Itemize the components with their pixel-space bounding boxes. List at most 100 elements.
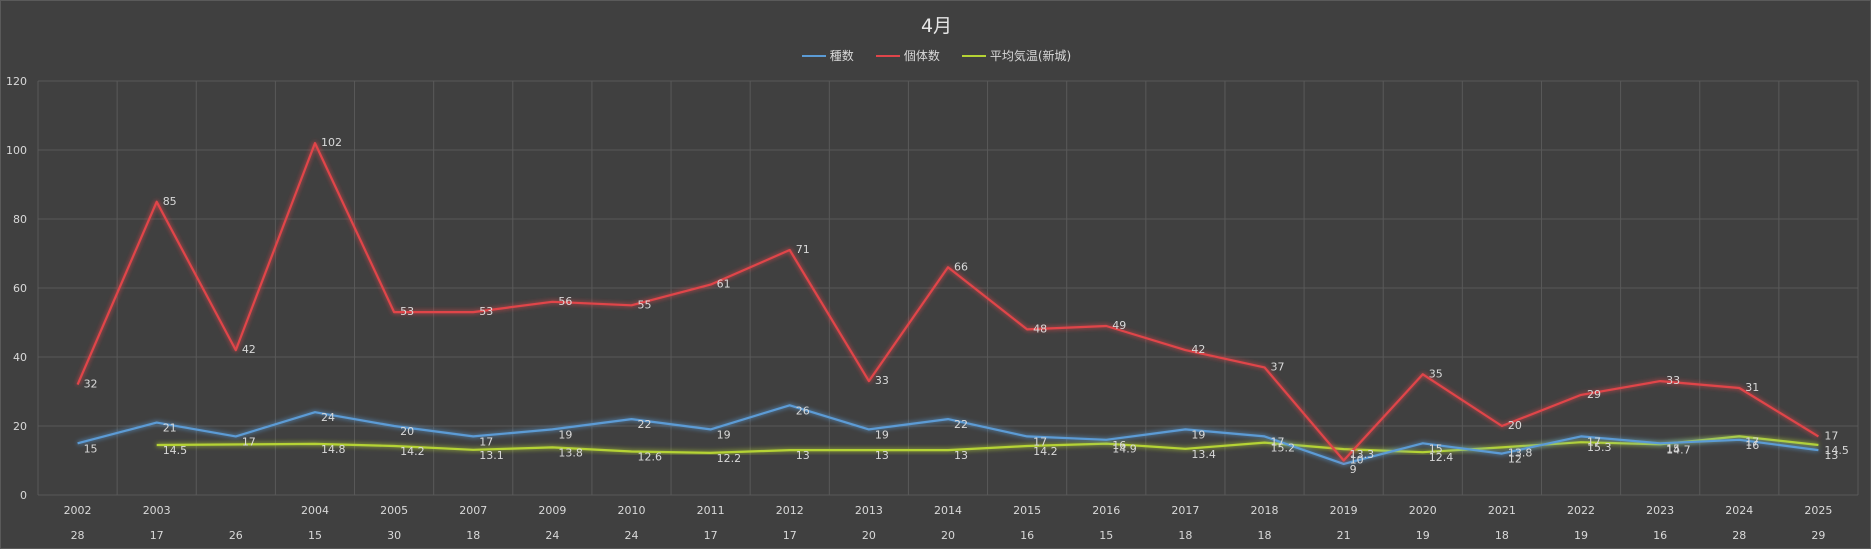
data-label: 17 — [1824, 429, 1838, 442]
x-secondary-label: 15 — [1099, 529, 1113, 542]
data-label: 20 — [1508, 419, 1522, 432]
data-label: 24 — [321, 411, 335, 424]
legend-label-species: 種数 — [829, 49, 854, 63]
x-tick-label: 2019 — [1330, 504, 1358, 517]
data-label: 14.2 — [1033, 445, 1058, 458]
x-secondary-label: 30 — [387, 529, 401, 542]
x-tick-label: 2005 — [380, 504, 408, 517]
y-tick-label: 0 — [20, 489, 27, 502]
data-label: 32 — [84, 378, 98, 391]
data-label: 22 — [954, 418, 968, 431]
data-label: 14.5 — [163, 444, 188, 457]
y-tick-label: 120 — [6, 75, 27, 88]
x-tick-label: 2002 — [64, 504, 92, 517]
data-label: 13.1 — [479, 449, 504, 462]
data-label: 14.5 — [1824, 444, 1849, 457]
data-label: 13 — [875, 449, 889, 462]
x-secondary-label: 16 — [1020, 529, 1034, 542]
data-label: 71 — [796, 243, 810, 256]
data-label: 14.8 — [321, 443, 346, 456]
data-label: 16 — [1112, 439, 1126, 452]
data-label: 12.6 — [637, 451, 662, 464]
data-label: 56 — [558, 295, 572, 308]
data-label: 17 — [1587, 435, 1601, 448]
data-label: 17 — [1033, 435, 1047, 448]
data-label: 49 — [1112, 319, 1126, 332]
data-label: 12 — [1508, 453, 1522, 466]
legend-swatch-individuals — [875, 54, 900, 57]
data-label: 19 — [717, 428, 731, 441]
data-label: 85 — [163, 195, 177, 208]
x-tick-label: 2025 — [1804, 504, 1832, 517]
data-label: 14.2 — [400, 445, 425, 458]
data-label: 10 — [1350, 454, 1364, 467]
series-line — [77, 404, 1819, 465]
data-label: 13 — [796, 449, 810, 462]
x-secondary-label: 28 — [71, 529, 85, 542]
x-secondary-label: 18 — [1495, 529, 1509, 542]
data-label: 48 — [1033, 322, 1047, 335]
data-label: 15 — [84, 442, 98, 455]
x-secondary-label: 29 — [1811, 529, 1825, 542]
x-tick-label: 2018 — [1251, 504, 1279, 517]
legend-label-temperature: 平均気温(新城) — [989, 49, 1072, 63]
series-line — [156, 435, 1819, 454]
legend-item-species: 種数 — [801, 47, 854, 64]
data-label: 13.3 — [1350, 448, 1375, 461]
x-tick-label: 2010 — [617, 504, 645, 517]
x-tick-label: 2004 — [301, 504, 329, 517]
x-secondary-label: 28 — [1732, 529, 1746, 542]
data-label: 17 — [1745, 435, 1759, 448]
legend-swatch-species — [801, 54, 826, 57]
data-label: 35 — [1429, 367, 1443, 380]
data-label: 21 — [163, 422, 177, 435]
data-label: 53 — [479, 305, 493, 318]
x-tick-label: 2017 — [1171, 504, 1199, 517]
x-secondary-label: 18 — [1258, 529, 1272, 542]
legend: 種数 個体数 平均気温(新城) — [1, 47, 1871, 64]
y-tick-label: 40 — [13, 351, 27, 364]
series-line — [76, 142, 1819, 462]
x-secondary-label: 17 — [150, 529, 164, 542]
data-label: 66 — [954, 260, 968, 273]
x-tick-label: 2020 — [1409, 504, 1437, 517]
data-label: 13 — [1824, 449, 1838, 462]
x-secondary-label: 20 — [862, 529, 876, 542]
data-label: 9 — [1350, 463, 1357, 476]
x-secondary-label: 21 — [1337, 529, 1351, 542]
x-secondary-label: 20 — [941, 529, 955, 542]
data-label: 55 — [637, 298, 651, 311]
data-label: 26 — [796, 404, 810, 417]
data-label: 17 — [242, 435, 256, 448]
data-label: 14.9 — [1112, 443, 1137, 456]
data-label: 33 — [1666, 374, 1680, 387]
x-tick-label: 2023 — [1646, 504, 1674, 517]
data-label: 20 — [400, 425, 414, 438]
legend-item-temperature: 平均気温(新城) — [961, 47, 1072, 64]
data-label: 33 — [875, 374, 889, 387]
x-secondary-label: 15 — [308, 529, 322, 542]
data-label: 17 — [479, 435, 493, 448]
data-label: 15 — [1666, 442, 1680, 455]
x-tick-label: 2024 — [1725, 504, 1753, 517]
data-label: 13 — [954, 449, 968, 462]
x-tick-label: 2007 — [459, 504, 487, 517]
data-label: 53 — [400, 305, 414, 318]
x-tick-label: 2003 — [143, 504, 171, 517]
data-label: 15.3 — [1587, 441, 1612, 454]
x-secondary-label: 24 — [624, 529, 638, 542]
x-secondary-label: 19 — [1574, 529, 1588, 542]
y-tick-label: 100 — [6, 144, 27, 157]
data-label: 13.8 — [1508, 446, 1533, 459]
x-tick-label: 2016 — [1092, 504, 1120, 517]
data-label: 37 — [1271, 360, 1285, 373]
x-tick-label: 2009 — [538, 504, 566, 517]
data-label: 29 — [1587, 388, 1601, 401]
y-tick-label: 60 — [13, 282, 27, 295]
x-secondary-label: 17 — [783, 529, 797, 542]
data-label: 102 — [321, 136, 342, 149]
x-tick-label: 2022 — [1567, 504, 1595, 517]
x-tick-label: 2013 — [855, 504, 883, 517]
x-secondary-label: 26 — [229, 529, 243, 542]
data-label: 22 — [637, 418, 651, 431]
